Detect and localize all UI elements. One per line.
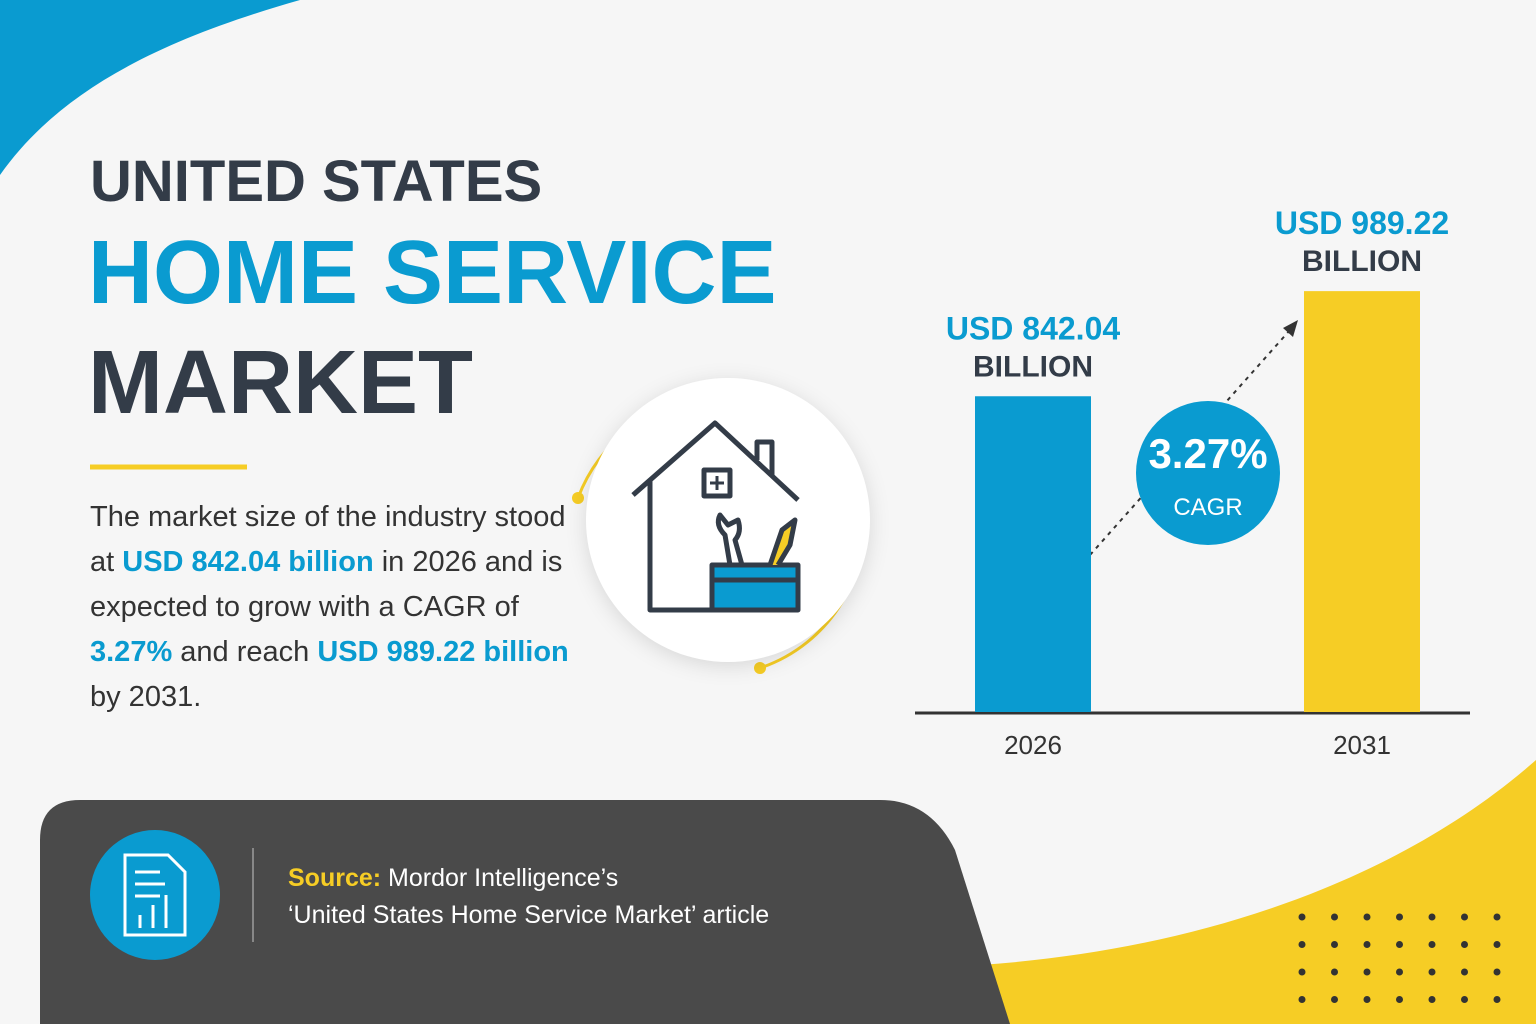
- title-line: UNITED STATES: [90, 149, 543, 214]
- description-part: The market size of the industry stood at: [90, 501, 566, 578]
- dot: [1461, 941, 1468, 948]
- dot: [1363, 941, 1371, 948]
- description: The market size of the industry stood at…: [90, 495, 580, 720]
- dot: [1396, 913, 1403, 921]
- source-label: Source:: [288, 864, 382, 892]
- icon-circle: [586, 378, 870, 662]
- source: Source: Mordor Intelligence’s ‘United Sta…: [288, 860, 769, 934]
- cagr-value: 3.27%: [1148, 430, 1267, 477]
- dot: [1298, 996, 1306, 1003]
- dot: [1428, 941, 1436, 948]
- dot: [1493, 913, 1501, 921]
- house-icon: [631, 420, 801, 613]
- source-panel: [40, 800, 1010, 1024]
- bar: [1304, 291, 1420, 712]
- dot: [1298, 968, 1306, 976]
- ring-dot: [572, 492, 584, 504]
- dot: [1396, 968, 1403, 976]
- document-icon: [123, 853, 187, 937]
- ring-dot: [754, 662, 766, 674]
- description-part: and reach: [172, 636, 318, 668]
- cagr-label: CAGR: [1173, 494, 1242, 521]
- dot: [1428, 913, 1436, 921]
- description-part: in 2026 and is expected to grow with a C…: [90, 546, 563, 623]
- dot: [1331, 941, 1338, 948]
- dot: [1428, 996, 1436, 1003]
- corner-shape: [980, 760, 1536, 1024]
- dot: [1363, 913, 1371, 921]
- title-line: MARKET: [88, 333, 473, 433]
- description-part: 3.27%: [90, 636, 173, 668]
- x-tick-label: 2031: [1333, 730, 1391, 760]
- value-unit: BILLION: [973, 350, 1093, 383]
- dot: [1461, 968, 1468, 976]
- title-line: HOME SERVICE: [88, 223, 777, 323]
- source-line: Mordor Intelligence’s: [388, 864, 619, 892]
- dot: [1396, 996, 1403, 1003]
- cagr-badge: [1136, 401, 1280, 545]
- dot: [1363, 968, 1371, 976]
- dot: [1493, 968, 1501, 976]
- dot: [1331, 913, 1338, 921]
- dot: [1331, 968, 1338, 976]
- value-label: USD 989.22: [1275, 205, 1449, 241]
- description-part: USD 842.04 billion: [122, 546, 374, 578]
- dot: [1363, 996, 1371, 1003]
- dot-grid: [1298, 913, 1501, 1003]
- dot: [1461, 996, 1468, 1003]
- dot: [1298, 941, 1306, 948]
- description-part: by 2031.: [90, 681, 202, 713]
- dot: [1428, 968, 1436, 976]
- dot: [1298, 913, 1306, 921]
- bar: [975, 396, 1091, 712]
- description-part: USD 989.22 billion: [317, 636, 569, 668]
- dot: [1461, 913, 1468, 921]
- value-unit: BILLION: [1302, 245, 1422, 278]
- x-tick-label: 2026: [1004, 730, 1062, 760]
- corner-shape: [0, 0, 300, 175]
- arrow-head: [1283, 320, 1298, 337]
- dot: [1493, 996, 1501, 1003]
- dot: [1493, 941, 1501, 948]
- value-label: USD 842.04: [946, 310, 1121, 346]
- dot: [1396, 941, 1403, 948]
- dot: [1331, 996, 1338, 1003]
- source-line: ‘United States Home Service Market’ arti…: [288, 901, 770, 929]
